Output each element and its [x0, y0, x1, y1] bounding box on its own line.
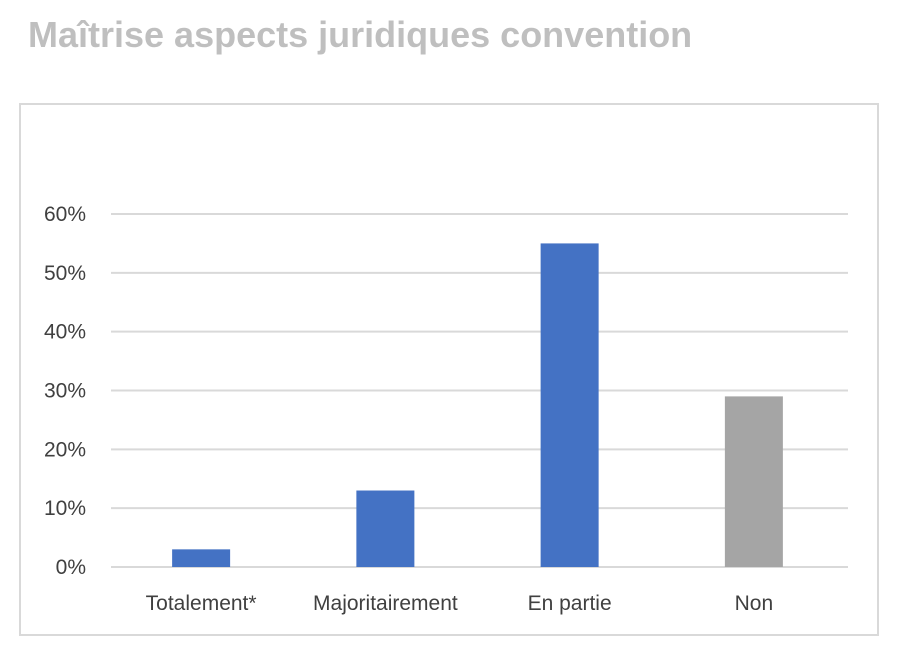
y-tick-label: 40% — [44, 321, 86, 344]
x-category-label: En partie — [528, 592, 612, 615]
x-category-label: Totalement* — [146, 592, 257, 615]
y-tick-label: 0% — [56, 556, 86, 579]
bar-majoritairement — [356, 490, 415, 567]
x-category-label: Non — [735, 592, 774, 615]
y-tick-label: 60% — [44, 203, 86, 226]
bar-non — [724, 396, 783, 567]
bar-en-partie — [540, 243, 599, 567]
x-category-label: Majoritairement — [313, 592, 458, 615]
y-tick-label: 20% — [44, 438, 86, 461]
chart-title: Maîtrise aspects juridiques convention — [28, 14, 693, 55]
bar-totalement — [172, 549, 231, 567]
y-tick-label: 10% — [44, 497, 86, 520]
y-tick-label: 50% — [44, 262, 86, 285]
y-tick-label: 30% — [44, 380, 86, 403]
